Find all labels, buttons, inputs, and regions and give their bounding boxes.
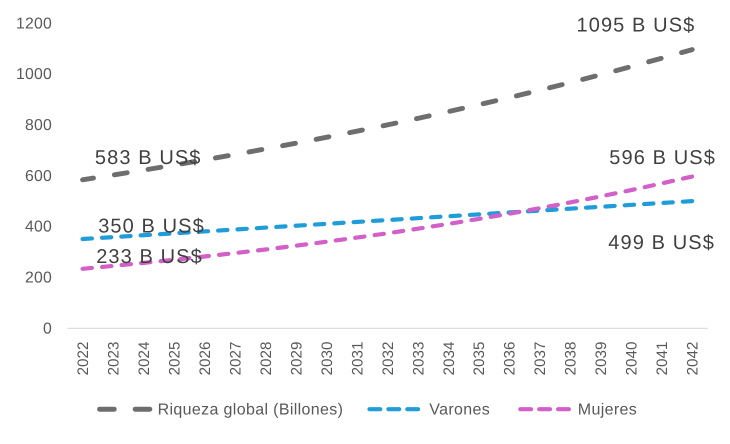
svg-text:200: 200	[25, 270, 52, 287]
svg-text:2032: 2032	[380, 342, 397, 376]
svg-text:2023: 2023	[106, 342, 123, 376]
svg-text:Riqueza global (Billones): Riqueza global (Billones)	[158, 402, 344, 419]
svg-text:2030: 2030	[319, 342, 336, 376]
svg-text:2026: 2026	[197, 342, 214, 376]
svg-text:1095 B US$: 1095 B US$	[577, 14, 696, 36]
svg-text:Mujeres: Mujeres	[578, 402, 637, 419]
svg-text:2028: 2028	[258, 342, 275, 376]
svg-text:2042: 2042	[685, 342, 702, 376]
svg-text:2034: 2034	[441, 342, 458, 376]
svg-text:350 B US$: 350 B US$	[98, 215, 205, 237]
svg-text:2035: 2035	[471, 342, 488, 376]
svg-text:2039: 2039	[593, 342, 610, 376]
svg-text:2037: 2037	[532, 342, 549, 376]
svg-text:2031: 2031	[349, 342, 366, 376]
svg-text:0: 0	[43, 320, 52, 337]
svg-text:233 B US$: 233 B US$	[96, 246, 203, 268]
svg-text:2027: 2027	[227, 342, 244, 376]
svg-text:2040: 2040	[624, 342, 641, 376]
svg-text:2022: 2022	[75, 342, 92, 376]
svg-text:400: 400	[25, 219, 52, 236]
svg-text:583 B US$: 583 B US$	[95, 147, 202, 169]
svg-text:Varones: Varones	[429, 402, 490, 419]
svg-text:2029: 2029	[288, 342, 305, 376]
svg-text:2038: 2038	[563, 342, 580, 376]
svg-text:2033: 2033	[410, 342, 427, 376]
svg-text:2025: 2025	[166, 342, 183, 376]
svg-text:1000: 1000	[16, 66, 52, 83]
svg-text:499 B US$: 499 B US$	[608, 232, 715, 254]
svg-text:2024: 2024	[136, 342, 153, 376]
svg-text:800: 800	[25, 117, 52, 134]
svg-text:600: 600	[25, 168, 52, 185]
svg-text:596 B US$: 596 B US$	[609, 147, 716, 169]
svg-text:2041: 2041	[654, 342, 671, 376]
svg-text:2036: 2036	[502, 342, 519, 376]
svg-text:1200: 1200	[16, 15, 52, 32]
